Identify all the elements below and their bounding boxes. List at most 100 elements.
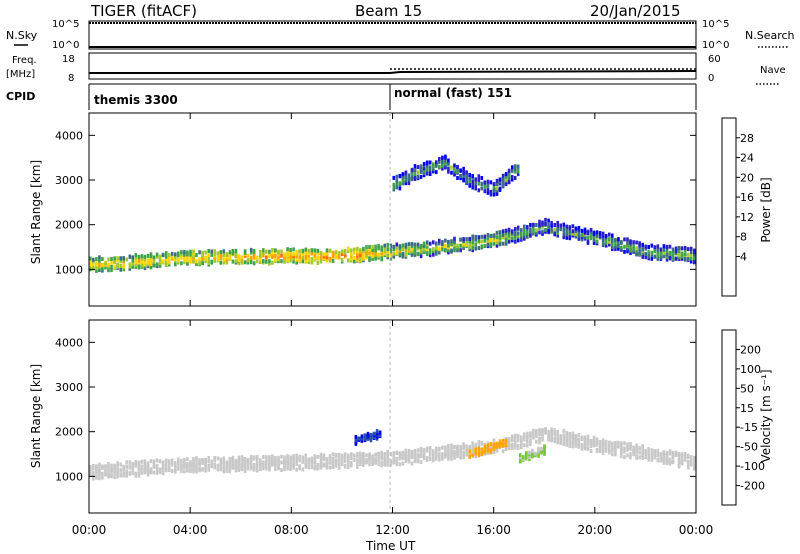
data-cell (107, 257, 110, 262)
data-cell (620, 245, 623, 250)
data-cell (340, 462, 344, 467)
data-cell (237, 455, 241, 460)
velocity-data-layer (89, 427, 696, 481)
data-cell (432, 456, 435, 461)
data-cell (495, 237, 499, 242)
data-cell (274, 253, 277, 258)
data-cell (149, 258, 153, 262)
data-cell (401, 461, 405, 466)
data-cell (216, 257, 220, 262)
data-cell (568, 431, 572, 436)
data-cell (289, 461, 292, 466)
data-cell (586, 446, 590, 451)
data-cell (313, 454, 317, 459)
data-cell (167, 465, 171, 470)
data-cell (577, 437, 581, 442)
data-cell (259, 257, 262, 262)
data-cell (577, 433, 581, 438)
data-cell (444, 154, 447, 159)
data-cell (565, 431, 569, 435)
data-cell (486, 242, 490, 247)
data-cell (413, 252, 417, 257)
data-cell (371, 248, 374, 252)
data-cell (528, 450, 531, 455)
data-cell (498, 230, 502, 235)
data-cell (116, 262, 119, 267)
data-cell (328, 256, 332, 261)
data-cell (683, 452, 687, 456)
data-cell (395, 174, 399, 179)
data-cell (677, 455, 681, 460)
data-cell (310, 456, 314, 461)
data-cell (580, 233, 584, 238)
data-cell (650, 251, 654, 255)
data-cell (316, 248, 320, 253)
data-cell (540, 447, 543, 451)
data-cell (474, 234, 477, 239)
data-cell (504, 174, 508, 179)
data-cell (222, 260, 226, 265)
data-cell (104, 467, 107, 472)
data-cell (538, 219, 541, 224)
data-cell (331, 258, 335, 263)
data-cell (328, 465, 332, 470)
data-cell (492, 446, 496, 451)
data-cell (155, 252, 159, 257)
data-cell (528, 457, 531, 462)
data-cell (574, 226, 578, 231)
data-cell (544, 217, 547, 222)
data-cell (589, 227, 593, 232)
data-cell (377, 458, 380, 462)
data-cell (422, 456, 426, 461)
data-cell (574, 234, 578, 239)
data-cell (468, 172, 471, 177)
power-frame (88, 112, 697, 307)
data-cell (98, 467, 101, 472)
data-cell (277, 463, 280, 468)
data-cell (531, 448, 534, 453)
data-cell (407, 181, 411, 186)
data-cell (313, 253, 317, 258)
data-cell (620, 446, 623, 451)
data-cell (520, 231, 523, 236)
data-cell (644, 244, 647, 249)
data-cell (665, 244, 669, 249)
data-cell (504, 238, 508, 243)
data-cell (404, 249, 408, 254)
data-cell (641, 452, 644, 456)
data-cell (565, 442, 569, 447)
data-cell (137, 263, 141, 268)
data-cell (371, 454, 374, 459)
data-cell (362, 460, 365, 465)
data-cell (401, 251, 405, 256)
data-cell (586, 229, 590, 234)
data-cell (170, 254, 174, 259)
data-cell (550, 227, 553, 232)
data-cell (152, 263, 156, 268)
nsky-tick-bottom: 10^0 (52, 40, 79, 51)
data-cell (249, 466, 253, 471)
data-cell (286, 247, 289, 252)
data-cell (198, 250, 201, 255)
data-cell (516, 446, 520, 451)
data-cell (565, 439, 569, 444)
data-cell (474, 451, 477, 456)
data-cell (246, 258, 250, 263)
data-cell (601, 231, 605, 236)
data-cell (357, 436, 361, 441)
data-cell (310, 458, 314, 463)
data-cell (462, 242, 465, 247)
data-cell (513, 445, 517, 450)
data-cell (268, 462, 271, 467)
data-cell (104, 472, 107, 476)
data-cell (492, 241, 496, 246)
data-cell (359, 248, 362, 253)
data-cell (128, 266, 132, 271)
data-cell (492, 192, 496, 197)
data-cell (404, 170, 408, 175)
data-cell (468, 244, 471, 249)
data-cell (435, 452, 438, 457)
data-cell (164, 257, 168, 262)
data-cell (353, 255, 356, 260)
data-cell (347, 258, 350, 263)
